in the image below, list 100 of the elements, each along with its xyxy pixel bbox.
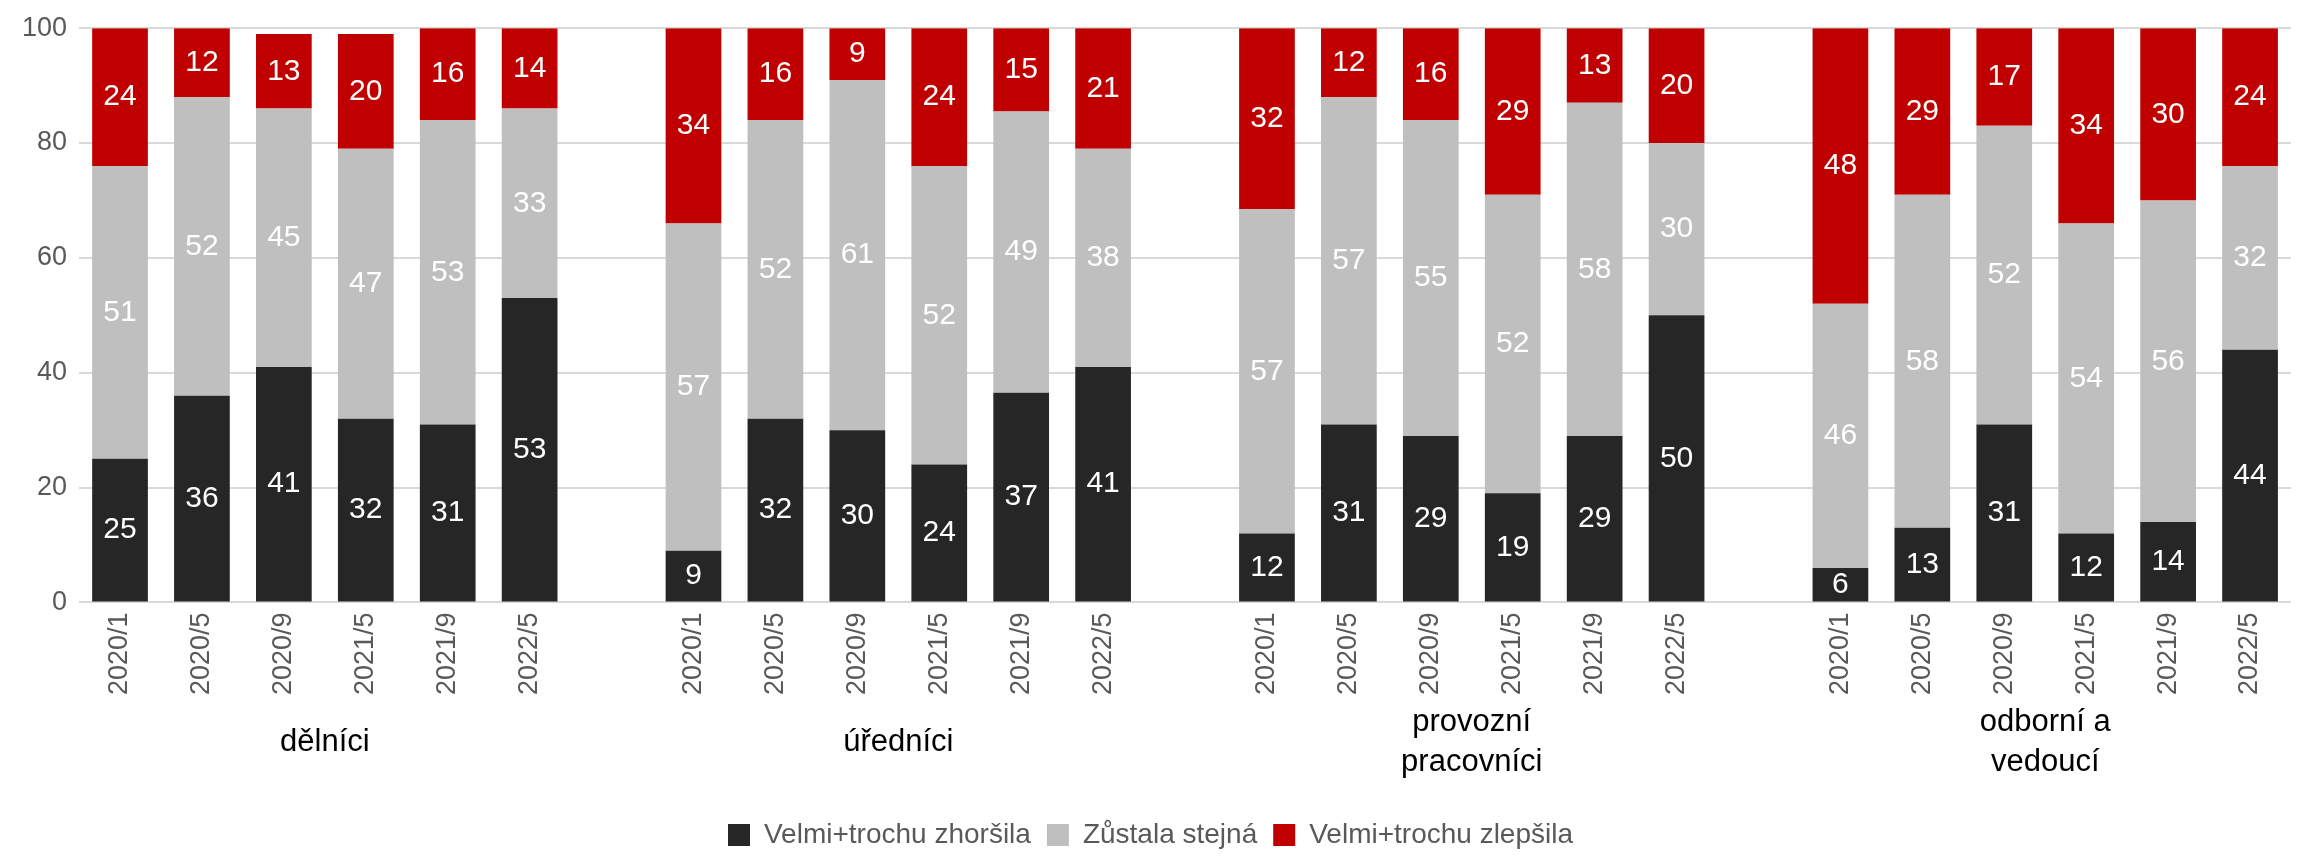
data-label: 31 — [1332, 494, 1366, 528]
data-label: 53 — [431, 253, 465, 287]
bar — [174, 28, 230, 98]
bar — [1321, 97, 1377, 425]
data-label: 36 — [185, 479, 219, 513]
data-label: 52 — [1496, 325, 1530, 359]
data-label: 37 — [1004, 478, 1038, 512]
bar — [1566, 102, 1623, 436]
data-label: 29 — [1414, 499, 1448, 533]
bar — [747, 120, 804, 419]
bar — [1239, 209, 1295, 534]
bar — [1648, 315, 1705, 602]
data-label: 44 — [2233, 456, 2267, 490]
data-label: 12 — [2069, 548, 2103, 582]
bar — [2222, 349, 2278, 602]
bar — [1402, 120, 1459, 436]
bar — [2058, 223, 2115, 534]
bar — [1894, 194, 1951, 528]
data-label: 41 — [267, 465, 301, 499]
bar — [993, 392, 1050, 602]
bar — [2222, 28, 2278, 167]
legend-label: Velmi+trochu zhoršila — [763, 817, 1032, 849]
bar — [1976, 424, 2033, 602]
data-label: 9 — [848, 35, 866, 69]
bar — [1239, 533, 1295, 602]
bar — [1566, 435, 1623, 602]
text: úředníci — [843, 723, 954, 759]
bar — [1976, 125, 2033, 425]
data-label: 52 — [1987, 256, 2021, 290]
data-label: 57 — [1250, 352, 1284, 386]
bar — [1075, 28, 1131, 149]
x-tick-label: 2020/9 — [267, 612, 298, 696]
bar — [911, 166, 968, 465]
data-label: 16 — [1414, 55, 1448, 89]
x-tick-label: 2021/5 — [349, 612, 380, 696]
bar — [1484, 28, 1541, 195]
data-label: 32 — [1250, 99, 1284, 133]
data-label: 30 — [840, 497, 875, 531]
data-label: 58 — [1577, 250, 1612, 284]
data-label: 29 — [1496, 92, 1530, 126]
text: dělníci — [280, 723, 370, 759]
x-tick-label: 2021/5 — [922, 612, 953, 696]
x-tick-label: 2022/5 — [1086, 612, 1117, 696]
data-label: 47 — [349, 264, 383, 298]
bar — [911, 464, 968, 602]
data-label: 50 — [1659, 439, 1694, 473]
bar — [419, 28, 476, 121]
x-tick-label: 2021/9 — [1578, 612, 1609, 696]
bar — [2140, 522, 2196, 602]
bar — [993, 111, 1050, 393]
bar — [1812, 28, 1869, 304]
x-tick-label: 2021/5 — [2069, 612, 2100, 696]
data-label: 58 — [1905, 342, 1940, 376]
x-tick-label: 2022/5 — [2233, 612, 2264, 696]
x-tick-label: 2020/1 — [1250, 612, 1281, 696]
text: odborní a vedoucí — [1979, 703, 2112, 779]
bar — [174, 97, 230, 396]
data-label: 55 — [1414, 259, 1448, 293]
data-label: 45 — [267, 219, 301, 253]
data-label: 34 — [676, 107, 711, 141]
bar — [993, 28, 1050, 112]
bar — [665, 223, 722, 551]
bar — [337, 148, 394, 419]
y-tick-label: 0 — [52, 585, 68, 616]
data-label: 30 — [2151, 95, 2185, 129]
data-label: 46 — [1823, 417, 1858, 451]
x-tick-label: 2020/9 — [840, 612, 871, 696]
data-label: 17 — [1987, 58, 2021, 92]
bar — [1894, 527, 1951, 602]
data-label: 34 — [2069, 107, 2103, 141]
data-label: 24 — [922, 78, 956, 112]
bar — [337, 33, 394, 149]
bar — [92, 28, 148, 167]
data-label: 12 — [185, 43, 219, 77]
x-tick-label: 2021/9 — [431, 612, 462, 696]
data-label: 32 — [2233, 239, 2267, 273]
bar — [1648, 143, 1705, 316]
data-label: 14 — [512, 49, 547, 83]
bar — [256, 108, 312, 367]
bar — [174, 395, 230, 602]
bar — [419, 120, 476, 425]
x-tick-label: 2021/9 — [2151, 612, 2182, 696]
data-label: 32 — [758, 491, 793, 525]
bar — [2140, 200, 2196, 523]
data-label: 52 — [758, 250, 793, 284]
data-label: 9 — [685, 557, 702, 591]
data-label: 6 — [1832, 565, 1849, 599]
bar — [2140, 28, 2196, 201]
bar — [256, 33, 312, 109]
bar — [337, 418, 394, 602]
data-label: 13 — [1905, 545, 1940, 579]
bar — [829, 79, 886, 431]
data-label: 24 — [103, 78, 137, 112]
data-label: 31 — [431, 494, 465, 528]
bar — [747, 28, 804, 121]
data-label: 53 — [512, 431, 547, 465]
bar — [1239, 28, 1295, 210]
bar — [829, 28, 886, 80]
data-label: 33 — [512, 184, 547, 218]
data-label: 19 — [1496, 528, 1530, 562]
